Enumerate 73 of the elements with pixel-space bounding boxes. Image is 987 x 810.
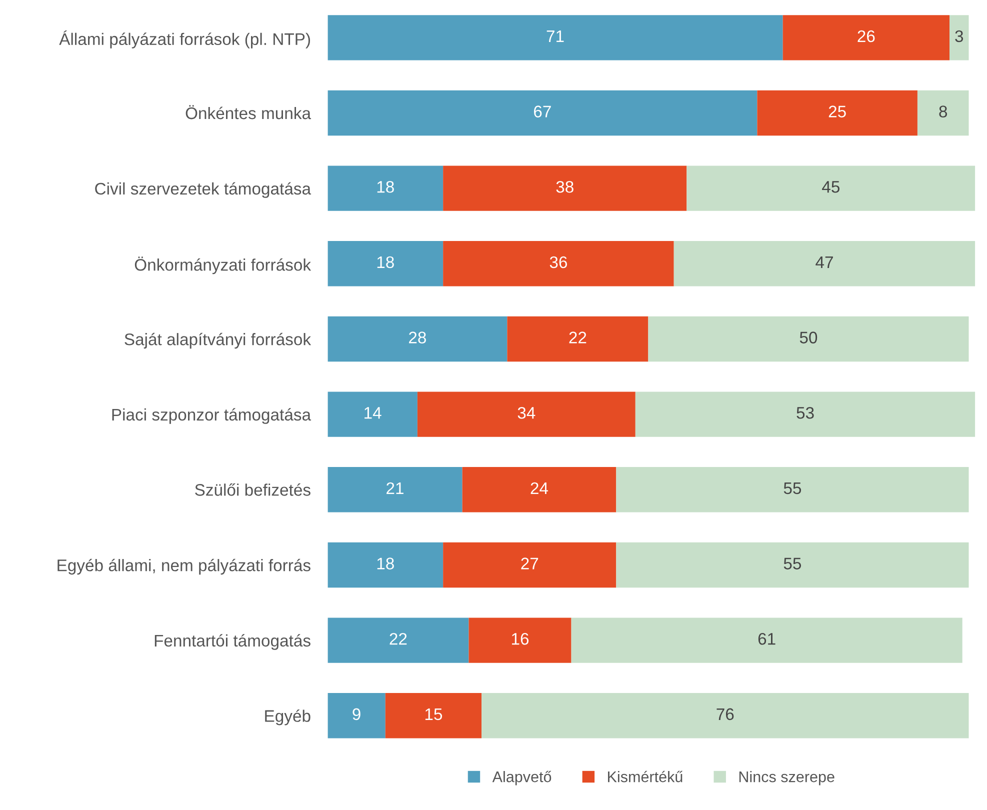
data-label: 28	[409, 332, 426, 344]
bar	[674, 241, 976, 286]
data-label: 47	[816, 256, 833, 268]
y-tick-label: Fenntartói támogatás	[154, 634, 310, 650]
data-label: 22	[390, 632, 407, 645]
bar	[443, 241, 674, 286]
data-label: 3	[955, 30, 964, 42]
bar	[950, 15, 969, 60]
data-label: 50	[800, 332, 818, 344]
y-tick-label: Civil szervezetek támogatása	[95, 182, 312, 198]
data-label: 16	[512, 632, 529, 645]
y-tick-label: Egyéb állami, nem pályázati forrás	[58, 558, 310, 575]
legend-label: Nincs szerepe	[739, 770, 834, 786]
bar	[328, 693, 386, 738]
data-label: 9	[352, 708, 360, 720]
legend-label: Kismértékű	[608, 770, 683, 782]
data-label: 15	[425, 708, 442, 720]
bar	[686, 166, 976, 211]
y-tick-label: Állami pályázati források (pl. NTP)	[59, 30, 310, 48]
data-label: 22	[569, 332, 586, 344]
y-tick-label: Saját alapítványi források	[124, 332, 312, 349]
bar	[443, 166, 687, 211]
data-label: 26	[858, 30, 875, 42]
data-label: 76	[716, 708, 734, 720]
y-tick-label: Piaci szponzor támogatása	[112, 408, 312, 424]
bar	[328, 542, 444, 588]
bar	[468, 618, 572, 663]
bar	[616, 542, 969, 588]
data-label: 21	[386, 482, 404, 494]
data-label: 27	[521, 558, 538, 570]
bar	[328, 241, 444, 286]
bar	[571, 618, 962, 663]
bar	[482, 693, 969, 738]
data-label: 67	[534, 106, 551, 118]
data-label: 55	[784, 482, 802, 494]
data-label: 38	[556, 180, 574, 193]
y-tick-label: Egyéb	[265, 710, 310, 726]
bar	[328, 467, 462, 512]
data-label: 34	[518, 406, 536, 419]
bar	[328, 166, 444, 211]
bar	[507, 316, 648, 362]
bar	[328, 316, 508, 362]
data-label: 53	[796, 406, 814, 419]
data-label: 55	[784, 558, 802, 570]
data-label: 18	[377, 558, 394, 570]
bar	[328, 618, 469, 663]
bar	[782, 15, 950, 60]
bar	[328, 90, 758, 136]
data-label: 8	[939, 106, 948, 118]
bar	[328, 15, 783, 60]
bar	[757, 90, 918, 136]
data-label: 61	[758, 632, 776, 645]
y-tick-label: Önkormányzati források	[134, 256, 312, 274]
bar	[443, 542, 616, 588]
data-label: 25	[828, 106, 846, 118]
data-label: 18	[377, 256, 394, 268]
data-label: 14	[364, 407, 382, 419]
data-label: 18	[377, 180, 394, 193]
data-label: 24	[530, 482, 548, 494]
y-tick-label: Önkéntes munka	[186, 105, 312, 120]
bar	[635, 392, 976, 437]
y-tick-label: Szülői befizetés	[195, 483, 310, 496]
bar	[462, 467, 616, 512]
legend-label: Alapvető	[492, 770, 552, 786]
bar	[417, 392, 636, 437]
bar	[648, 316, 969, 362]
data-label: 71	[546, 30, 564, 42]
data-label: 45	[822, 181, 840, 193]
bar	[328, 392, 418, 437]
bar	[616, 467, 969, 512]
data-label: 36	[550, 256, 568, 268]
bar	[385, 693, 482, 738]
bar	[917, 90, 969, 136]
